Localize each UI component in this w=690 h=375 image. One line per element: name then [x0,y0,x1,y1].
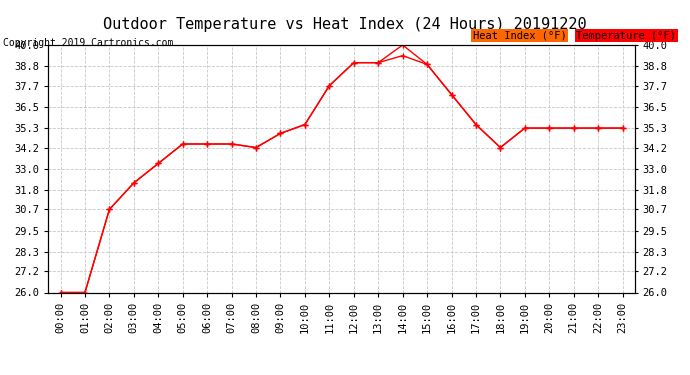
Text: Copyright 2019 Cartronics.com: Copyright 2019 Cartronics.com [3,38,174,48]
Text: Temperature (°F): Temperature (°F) [576,31,676,40]
Text: Outdoor Temperature vs Heat Index (24 Hours) 20191220: Outdoor Temperature vs Heat Index (24 Ho… [104,17,586,32]
Text: Heat Index (°F): Heat Index (°F) [473,31,566,40]
